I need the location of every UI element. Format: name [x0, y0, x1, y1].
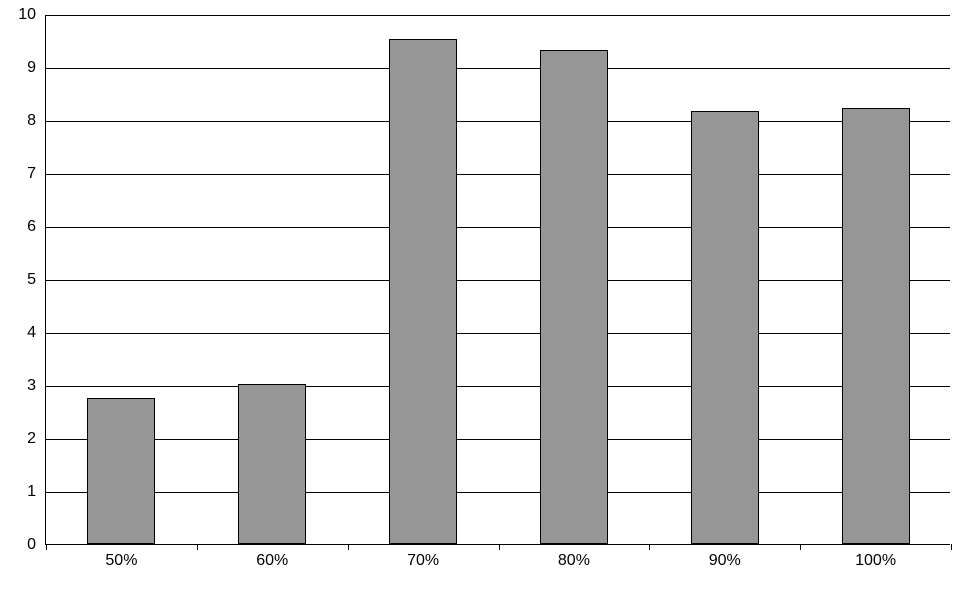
- gridline: [46, 227, 950, 228]
- x-axis-tick-label: 90%: [709, 544, 741, 570]
- bar: [540, 50, 608, 544]
- x-axis-tick-label: 70%: [407, 544, 439, 570]
- x-axis-tick-label: 50%: [105, 544, 137, 570]
- x-axis-tick-label: 100%: [855, 544, 896, 570]
- bar: [842, 108, 910, 544]
- y-axis-tick-label: 10: [18, 6, 46, 24]
- x-axis-tick-mark: [46, 544, 47, 550]
- bar: [87, 398, 155, 544]
- y-axis-tick-label: 9: [27, 59, 46, 77]
- x-axis-tick-mark: [197, 544, 198, 550]
- gridline: [46, 15, 950, 16]
- y-axis-tick-label: 6: [27, 218, 46, 236]
- gridline: [46, 492, 950, 493]
- x-axis-tick-mark: [800, 544, 801, 550]
- y-axis-tick-label: 2: [27, 430, 46, 448]
- gridline: [46, 68, 950, 69]
- y-axis-tick-label: 1: [27, 483, 46, 501]
- gridline: [46, 280, 950, 281]
- x-axis-tick-label: 80%: [558, 544, 590, 570]
- y-axis-tick-label: 3: [27, 377, 46, 395]
- y-axis-tick-label: 0: [27, 536, 46, 554]
- gridline: [46, 174, 950, 175]
- gridline: [46, 121, 950, 122]
- bar: [691, 111, 759, 544]
- y-axis-tick-label: 7: [27, 165, 46, 183]
- y-axis-tick-label: 4: [27, 324, 46, 342]
- gridline: [46, 386, 950, 387]
- gridline: [46, 333, 950, 334]
- x-axis-tick-mark: [499, 544, 500, 550]
- bar: [238, 384, 306, 544]
- x-axis-tick-mark: [951, 544, 952, 550]
- bar: [389, 39, 457, 544]
- bar-chart: 0 1 2 3 4 5 6 7 8 9 10 50% 60% 70% 80% 90% 100%: [0, 0, 969, 592]
- x-axis-tick-mark: [649, 544, 650, 550]
- y-axis-tick-label: 5: [27, 271, 46, 289]
- x-axis-tick-mark: [348, 544, 349, 550]
- y-axis-tick-label: 8: [27, 112, 46, 130]
- gridline: [46, 439, 950, 440]
- plot-area: 01234567891050%60%70%80%90%100%: [45, 15, 950, 545]
- x-axis-tick-label: 60%: [256, 544, 288, 570]
